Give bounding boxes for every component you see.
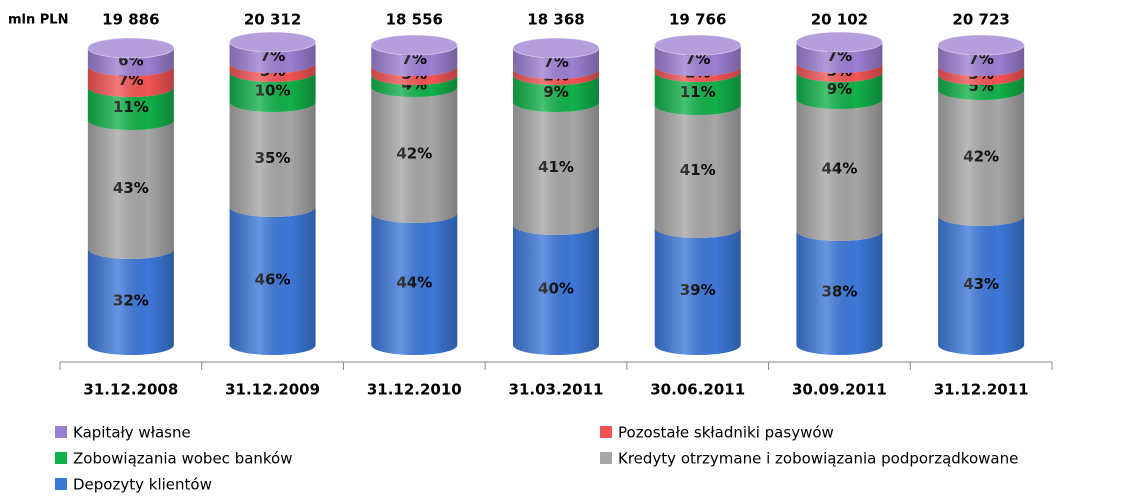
- cylinder-top-light: [938, 35, 1025, 55]
- legend-label: Zobowiązania wobec banków: [73, 450, 293, 468]
- cylinder-top: [370, 34, 458, 56]
- total-label: 19 766: [669, 11, 726, 29]
- total-label: 20 312: [244, 11, 301, 29]
- x-tick-label: 30.09.2011: [792, 381, 887, 399]
- data-label: 46%: [255, 271, 291, 289]
- data-label: 9%: [827, 80, 852, 98]
- total-label: 18 368: [527, 11, 584, 29]
- cylinder-top: [654, 34, 742, 56]
- legend-swatch: [55, 426, 67, 438]
- data-label: 42%: [963, 148, 999, 166]
- data-label: 35%: [255, 149, 291, 167]
- cylinder-top: [937, 34, 1025, 56]
- data-label: 40%: [538, 280, 574, 298]
- data-label: 44%: [396, 274, 432, 292]
- data-label: 39%: [680, 281, 716, 299]
- legend-label: Kapitały własne: [73, 424, 191, 442]
- x-tick-label: 31.12.2008: [83, 381, 178, 399]
- total-label: 18 556: [386, 11, 443, 29]
- data-label: 11%: [680, 83, 716, 101]
- data-label: 9%: [543, 83, 568, 101]
- cylinder-top-light: [229, 32, 316, 52]
- cylinder-top: [795, 31, 883, 53]
- legend-label: Kredyty otrzymane i zobowiązania podporz…: [618, 450, 1018, 468]
- cylinder-top-light: [513, 38, 599, 58]
- data-label: 43%: [113, 179, 149, 197]
- data-label: 43%: [963, 275, 999, 293]
- x-tick-label: 30.06.2011: [650, 381, 745, 399]
- unit-label: mln PLN: [8, 13, 68, 28]
- total-label: 19 886: [102, 11, 159, 29]
- x-tick-label: 31.12.2010: [367, 381, 462, 399]
- data-label: 44%: [821, 160, 857, 178]
- data-label: 10%: [255, 82, 291, 100]
- x-tick-label: 31.03.2011: [509, 381, 604, 399]
- data-label: 38%: [821, 283, 857, 301]
- cylinder-top-light: [87, 38, 174, 58]
- cylinder-top-light: [654, 35, 741, 55]
- legend-swatch: [600, 452, 612, 464]
- total-label: 20 723: [952, 11, 1009, 29]
- data-label: 11%: [113, 98, 149, 116]
- x-tick-label: 31.12.2011: [934, 381, 1029, 399]
- cylinder-top: [512, 37, 600, 59]
- legend-label: Depozyty klientów: [73, 476, 212, 494]
- cylinder-top: [229, 31, 317, 53]
- legend-swatch: [55, 452, 67, 464]
- total-label: 20 102: [811, 11, 868, 29]
- x-tick-label: 31.12.2009: [225, 381, 320, 399]
- legend-label: Pozostałe składniki pasywów: [618, 424, 834, 442]
- data-label: 32%: [113, 292, 149, 310]
- cylinder-top-light: [371, 35, 458, 55]
- data-label: 41%: [680, 161, 716, 179]
- data-label: 42%: [396, 145, 432, 163]
- legend-swatch: [600, 426, 612, 438]
- cylinder-top: [87, 37, 175, 59]
- data-label: 41%: [538, 158, 574, 176]
- legend-swatch: [55, 478, 67, 490]
- cylinder-top-light: [796, 32, 883, 52]
